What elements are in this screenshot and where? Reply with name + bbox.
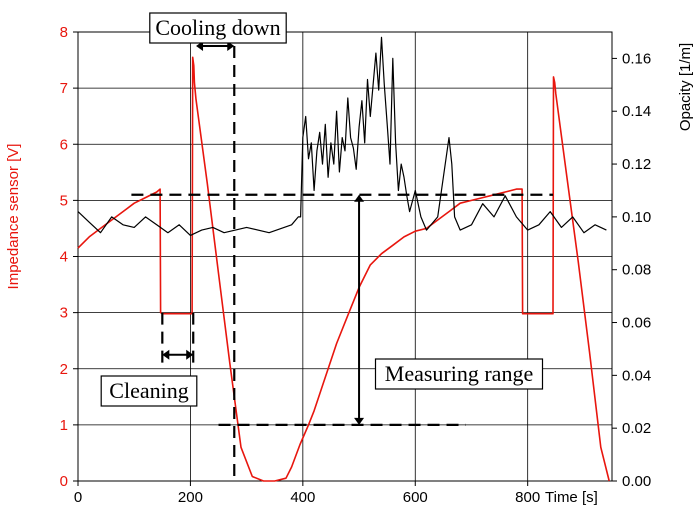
y-right-tick-label: 0.16: [622, 50, 651, 67]
y-left-tick-label: 8: [60, 24, 68, 41]
ticks: 0 200 400 600 800 0 1 2 3 4 5 6 7 8 0.00 0.02 0.04 0.06 0.…: [60, 24, 652, 506]
y-right-tick-label: 0.14: [622, 103, 651, 120]
impedance-sensor-line: [77, 56, 610, 482]
y-right-tick-label: 0.00: [622, 473, 651, 490]
measuring-range-label-text: Measuring range: [385, 361, 533, 386]
cooling-down-label-box: [149, 12, 287, 44]
y-left-tick-label: 1: [60, 417, 68, 434]
cleaning-label-box: [100, 375, 198, 407]
measuring-range-arrowhead-down: [354, 417, 365, 425]
x-axis-label: Time [s]: [545, 489, 598, 506]
x-tick-label: 200: [178, 489, 203, 506]
y-axis-left-label: Impedance sensor [V]: [5, 144, 22, 290]
x-tick-label: 400: [290, 489, 315, 506]
y-axis-right-label: Opacity [1/m]: [677, 43, 694, 131]
measuring-range-label-box: [374, 358, 544, 390]
y-right-tick-label: 0.08: [622, 262, 651, 279]
cleaning-label-text: Cleaning: [109, 378, 188, 403]
cleaning-arrowhead-left: [162, 349, 170, 360]
y-right-tick-label: 0.02: [622, 420, 651, 437]
y-left-tick-label: 6: [60, 136, 68, 153]
y-left-tick-label: 7: [60, 80, 68, 97]
x-tick-label: 0: [74, 489, 82, 506]
y-left-tick-label: 5: [60, 192, 68, 209]
measuring-range-arrowhead-up: [354, 194, 365, 202]
y-left-tick-label: 2: [60, 361, 68, 378]
y-right-tick-label: 0.04: [622, 367, 651, 384]
cooling-down-label-text: Cooling down: [155, 15, 280, 40]
annotations: Cooling down Cleaning Measuring range: [100, 12, 553, 481]
y-left-tick-label: 0: [60, 473, 68, 490]
series-group: [77, 36, 610, 482]
y-left-tick-label: 4: [60, 249, 68, 266]
y-right-tick-label: 0.10: [622, 209, 651, 226]
opacity-line: [77, 36, 607, 236]
x-tick-label: 600: [403, 489, 428, 506]
y-right-tick-label: 0.06: [622, 315, 651, 332]
cleaning-arrowhead-right: [186, 349, 194, 360]
y-left-tick-label: 3: [60, 305, 68, 322]
y-right-tick-label: 0.12: [622, 156, 651, 173]
x-tick-label: 800: [515, 489, 540, 506]
